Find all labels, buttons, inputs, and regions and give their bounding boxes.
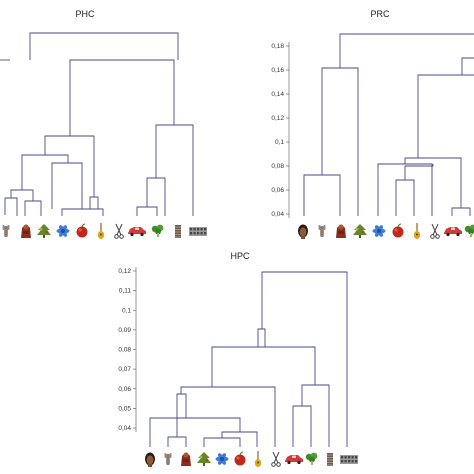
radiator-icon	[175, 225, 181, 238]
y-axis-tick-label: 0,04	[271, 211, 284, 218]
hpc-panel: HPC 0,04 0,05 0,06 0,07 0,08 0,09 0,1 0,11 0,12	[118, 251, 358, 467]
building-icon	[189, 227, 207, 236]
hpc-branch	[211, 346, 316, 387]
figurine-icon	[336, 224, 346, 238]
hpc-dendrogram	[149, 271, 348, 447]
prc-branch	[339, 33, 474, 68]
prc-title: PRC	[370, 9, 390, 19]
prc-panel: PRC 0,04 0,06 0,08 0,1 0,12 0,14 0,16 0,18	[271, 9, 474, 239]
phc-branch	[51, 162, 83, 209]
y-axis-tick-label: 0,1	[275, 139, 284, 146]
scissors-icon	[114, 223, 124, 239]
flower-icon	[215, 453, 229, 465]
y-axis-tick-label: 0,06	[271, 187, 284, 194]
guitar-icon	[97, 223, 105, 239]
prc-dendrogram	[303, 33, 474, 216]
y-axis-tick-label: 0,09	[118, 327, 131, 334]
hpc-y-axis: 0,04 0,05 0,06 0,07 0,08 0,09 0,1 0,11 0,12	[118, 267, 137, 432]
phc-branch	[155, 124, 194, 216]
phc-branch	[69, 59, 175, 136]
tree-icon	[197, 452, 211, 466]
phc-branch	[136, 206, 158, 216]
prc-y-axis: 0,04 0,06 0,08 0,1 0,12 0,14 0,16 0,18	[271, 42, 290, 218]
prc-branch	[395, 179, 415, 216]
prc-branch	[303, 174, 341, 216]
phc-branch	[10, 189, 34, 201]
phc-branch	[146, 177, 166, 216]
phc-dendrogram	[0, 32, 194, 216]
scissors-icon	[271, 451, 281, 467]
broccoli-icon	[151, 224, 164, 237]
hpc-branch	[257, 328, 266, 347]
figurine-icon	[181, 452, 191, 466]
prc-branch	[417, 74, 474, 158]
guitar-icon	[413, 223, 421, 239]
phc-branch	[44, 135, 95, 197]
prc-leaf-icons	[298, 223, 474, 239]
hpc-leaf-icons	[145, 451, 358, 467]
flower-icon	[372, 225, 386, 237]
phc-branch	[24, 200, 42, 216]
prc-branch	[404, 157, 462, 208]
phc-branch	[89, 196, 99, 209]
hpc-branch	[167, 436, 187, 447]
hand-icon	[164, 453, 172, 465]
hpc-branch	[221, 431, 258, 447]
hpc-branch	[301, 384, 330, 447]
y-axis-tick-label: 0,11	[119, 288, 132, 295]
hand-icon	[318, 225, 326, 237]
building-icon	[340, 455, 358, 464]
hpc-branch	[180, 386, 276, 447]
prc-branch	[451, 207, 471, 216]
figurine-icon	[21, 224, 31, 238]
face-icon	[145, 452, 155, 467]
y-axis-tick-label: 0,18	[271, 43, 284, 50]
face-icon	[298, 224, 308, 239]
y-axis-tick-label: 0,05	[118, 405, 131, 412]
prc-branch	[404, 164, 434, 180]
phc-branch	[4, 197, 18, 216]
guitar-icon	[254, 451, 262, 467]
broccoli-icon	[464, 224, 474, 237]
car-icon	[444, 227, 462, 237]
apple-icon	[234, 451, 246, 466]
hpc-branch	[176, 393, 187, 437]
flower-icon	[56, 225, 70, 237]
apple-icon	[392, 223, 404, 238]
scissors-icon	[430, 223, 440, 239]
prc-branch	[461, 57, 474, 75]
y-axis-tick-label: 0,1	[122, 307, 131, 314]
y-axis-tick-label: 0,14	[271, 91, 284, 98]
phc-title: PHC	[75, 9, 95, 19]
radiator-icon	[327, 453, 333, 466]
apple-icon	[76, 223, 88, 238]
y-axis-tick-label: 0,06	[118, 386, 131, 393]
phc-panel: PHC	[0, 9, 207, 239]
hand-icon	[2, 225, 10, 237]
y-axis-tick-label: 0,07	[118, 366, 131, 373]
hpc-branch	[203, 437, 241, 447]
y-axis-tick-label: 0,08	[118, 347, 131, 354]
tree-icon	[37, 224, 51, 238]
phc-branch	[61, 208, 104, 216]
car-icon	[128, 227, 146, 237]
hpc-branch	[292, 405, 312, 447]
phc-leaf-icons	[2, 223, 207, 239]
car-icon	[285, 455, 303, 465]
hpc-branch	[261, 271, 348, 447]
phc-branch	[29, 32, 179, 60]
y-axis-tick-label: 0,12	[118, 268, 131, 275]
hpc-branch	[149, 417, 241, 447]
y-axis-tick-label: 0,12	[271, 115, 284, 122]
broccoli-icon	[305, 452, 318, 465]
tree-icon	[353, 224, 367, 238]
phc-branch	[21, 154, 69, 190]
y-axis-tick-label: 0,04	[118, 425, 131, 432]
y-axis-tick-label: 0,16	[271, 67, 284, 74]
hpc-title: HPC	[230, 251, 250, 261]
y-axis-tick-label: 0,08	[271, 163, 284, 170]
